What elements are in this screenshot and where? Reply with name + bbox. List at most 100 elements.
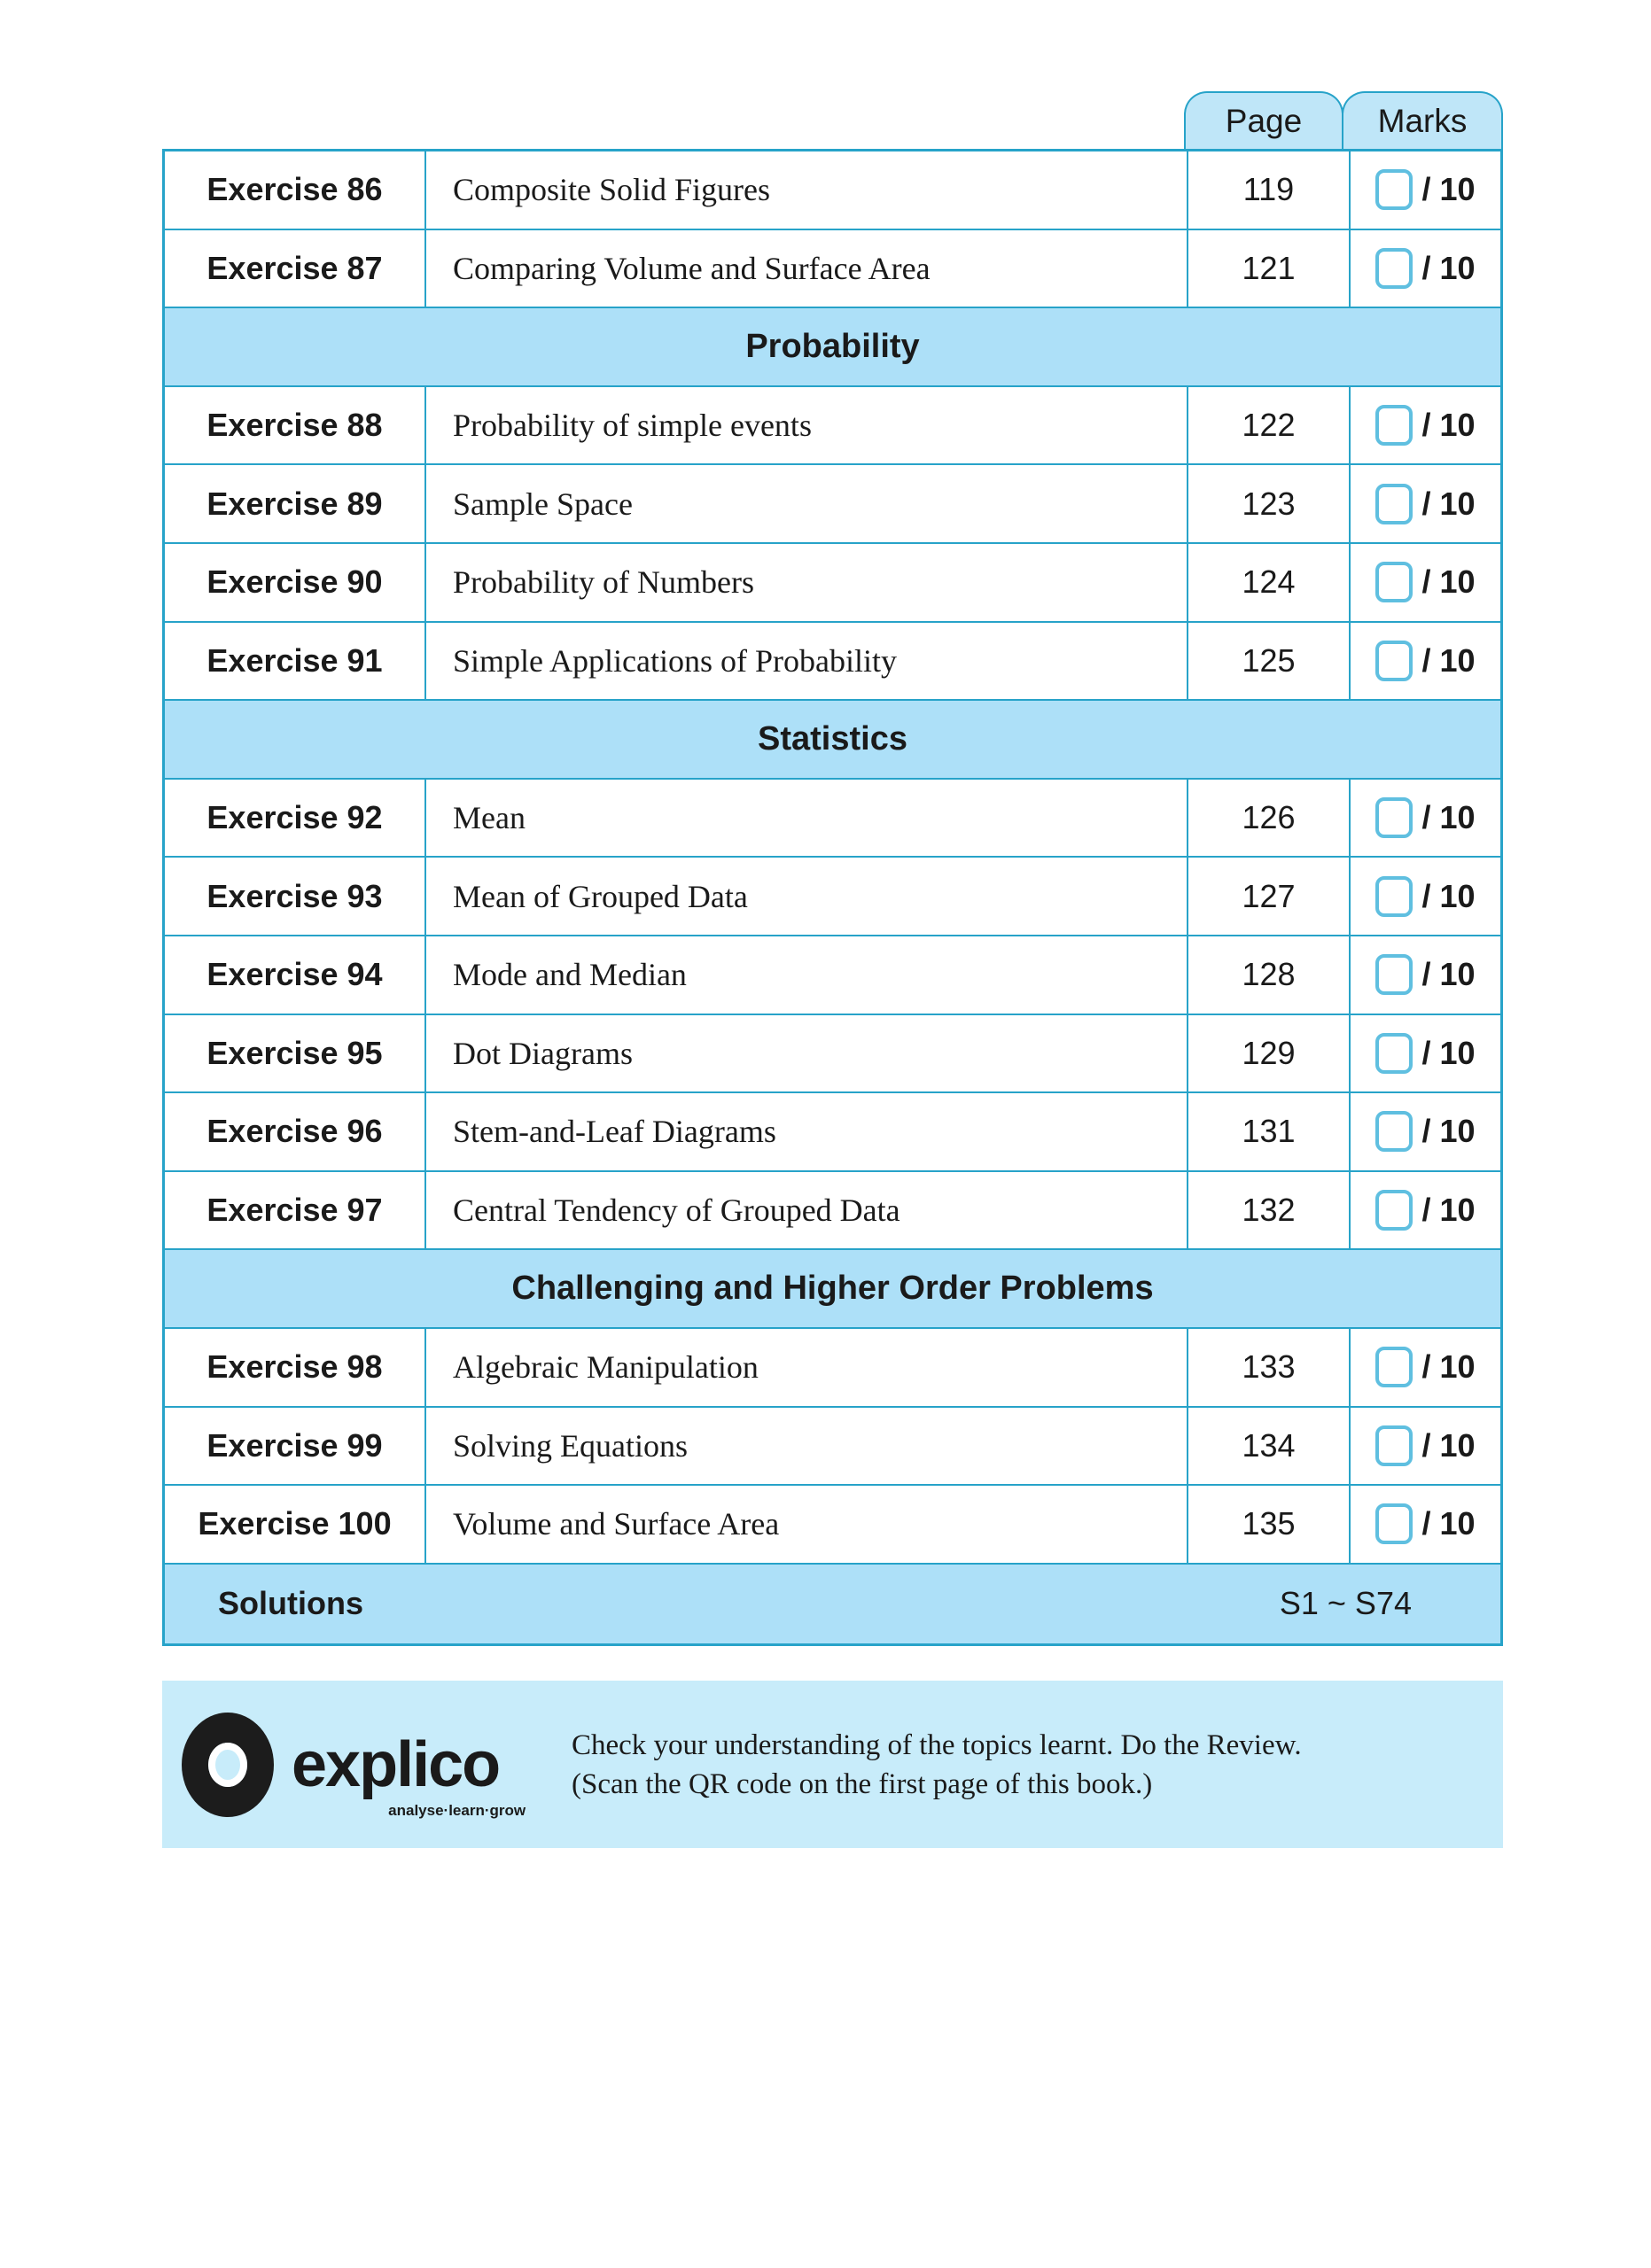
exercise-number: Exercise 87: [165, 229, 426, 307]
page-number: 127: [1188, 858, 1351, 935]
marks-total: / 10: [1421, 249, 1476, 286]
marks-cell: / 10: [1351, 936, 1500, 1014]
marks-input-box[interactable]: [1375, 875, 1413, 917]
page-number: 121: [1188, 229, 1351, 307]
exercise-title: Composite Solid Figures: [426, 151, 1188, 229]
table-row: Exercise 97 Central Tendency of Grouped …: [165, 1171, 1500, 1251]
marks-total: / 10: [1421, 799, 1476, 836]
banner-line-2: (Scan the QR code on the first page of t…: [572, 1767, 1153, 1800]
marks-total: / 10: [1421, 407, 1476, 444]
table-row: Exercise 93 Mean of Grouped Data 127 / 1…: [165, 858, 1500, 936]
page-number: 132: [1188, 1171, 1351, 1249]
page-number: 123: [1188, 465, 1351, 542]
marks-cell: / 10: [1351, 1408, 1500, 1485]
exercise-number: Exercise 90: [165, 543, 426, 621]
marks-input-box[interactable]: [1375, 169, 1413, 211]
marks-input-box[interactable]: [1375, 405, 1413, 447]
exercise-number: Exercise 97: [165, 1171, 426, 1249]
exercise-title: Mode and Median: [426, 936, 1188, 1014]
exercise-number: Exercise 99: [165, 1407, 426, 1485]
marks-total: / 10: [1421, 877, 1476, 914]
table-row: Exercise 90 Probability of Numbers 124 /…: [165, 543, 1500, 623]
marks-total: / 10: [1421, 1505, 1476, 1542]
marks-input-box[interactable]: [1375, 1190, 1413, 1231]
marks-cell: / 10: [1351, 544, 1500, 621]
exercise-title: Probability of simple events: [426, 386, 1188, 464]
marks-input-box[interactable]: [1375, 1425, 1413, 1466]
table-row: Exercise 96 Stem-and-Leaf Diagrams 131 /…: [165, 1093, 1500, 1172]
table-row: Exercise 99 Solving Equations 134 / 10: [165, 1407, 1500, 1487]
marks-cell: / 10: [1351, 1486, 1500, 1563]
solutions-row: Solutions S1 ~ S74: [165, 1564, 1500, 1643]
exercise-title: Stem-and-Leaf Diagrams: [426, 1093, 1188, 1170]
exercise-number: Exercise 89: [165, 465, 426, 542]
table-row: Exercise 89 Sample Space 123 / 10: [165, 465, 1500, 544]
marks-cell: / 10: [1351, 623, 1500, 700]
table-row: Exercise 86 Composite Solid Figures 119 …: [165, 151, 1500, 230]
exercise-number: Exercise 91: [165, 622, 426, 700]
exercise-title: Simple Applications of Probability: [426, 622, 1188, 700]
page-number: 128: [1188, 936, 1351, 1014]
exercise-number: Exercise 92: [165, 779, 426, 857]
page-number: 126: [1188, 779, 1351, 857]
exercise-title: Mean of Grouped Data: [426, 858, 1188, 935]
table-row: Exercise 88 Probability of simple events…: [165, 386, 1500, 466]
exercise-number: Exercise 94: [165, 936, 426, 1014]
marks-total: / 10: [1421, 1034, 1476, 1071]
page-number: 135: [1188, 1486, 1351, 1563]
marks-input-box[interactable]: [1375, 954, 1413, 996]
marks-cell: / 10: [1351, 1329, 1500, 1406]
exercise-number: Exercise 100: [165, 1486, 426, 1563]
page-number: 125: [1188, 622, 1351, 700]
section-header: Challenging and Higher Order Problems: [165, 1250, 1500, 1329]
section-header: Statistics: [165, 701, 1500, 780]
table-row: Exercise 92 Mean 126 / 10: [165, 779, 1500, 858]
marks-total: / 10: [1421, 1192, 1476, 1229]
marks-total: / 10: [1421, 641, 1476, 679]
logo-text: explico: [292, 1728, 501, 1800]
page-number: 124: [1188, 543, 1351, 621]
review-banner: explico analyse·learn·grow Check your un…: [162, 1681, 1503, 1848]
marks-input-box[interactable]: [1375, 1503, 1413, 1545]
marks-input-box[interactable]: [1375, 247, 1413, 289]
page-number: 119: [1188, 151, 1351, 229]
page-number: 129: [1188, 1014, 1351, 1092]
marks-cell: / 10: [1351, 1015, 1500, 1092]
exercise-number: Exercise 98: [165, 1328, 426, 1406]
marks-input-box[interactable]: [1375, 640, 1413, 681]
exercise-title: Solving Equations: [426, 1407, 1188, 1485]
exercise-number: Exercise 88: [165, 386, 426, 464]
marks-total: / 10: [1421, 485, 1476, 522]
marks-total: / 10: [1421, 563, 1476, 601]
logo-tagline: analyse·learn·grow: [388, 1801, 526, 1819]
explico-logo: explico analyse·learn·grow: [182, 1712, 554, 1819]
marks-input-box[interactable]: [1375, 562, 1413, 603]
marks-input-box[interactable]: [1375, 1032, 1413, 1074]
exercise-title: Probability of Numbers: [426, 543, 1188, 621]
page-number: 134: [1188, 1407, 1351, 1485]
exercise-number: Exercise 93: [165, 858, 426, 935]
page-number: 122: [1188, 386, 1351, 464]
marks-cell: / 10: [1351, 465, 1500, 542]
marks-cell: / 10: [1351, 151, 1500, 229]
marks-total: / 10: [1421, 956, 1476, 993]
exercise-title: Central Tendency of Grouped Data: [426, 1171, 1188, 1249]
exercise-title: Comparing Volume and Surface Area: [426, 229, 1188, 307]
marks-cell: / 10: [1351, 780, 1500, 857]
marks-input-box[interactable]: [1375, 797, 1413, 839]
marks-input-box[interactable]: [1375, 1111, 1413, 1153]
marks-input-box[interactable]: [1375, 483, 1413, 524]
solutions-label: Solutions: [218, 1585, 363, 1622]
exercise-title: Dot Diagrams: [426, 1014, 1188, 1092]
page-column-header: Page: [1184, 91, 1343, 149]
marks-cell: / 10: [1351, 858, 1500, 935]
contents-table: Exercise 86 Composite Solid Figures 119 …: [162, 149, 1503, 1646]
marks-cell: / 10: [1351, 230, 1500, 307]
marks-total: / 10: [1421, 171, 1476, 208]
marks-input-box[interactable]: [1375, 1347, 1413, 1388]
exercise-title: Sample Space: [426, 465, 1188, 542]
marks-total: / 10: [1421, 1426, 1476, 1464]
page-number: 131: [1188, 1093, 1351, 1170]
exercise-number: Exercise 96: [165, 1093, 426, 1170]
marks-cell: / 10: [1351, 387, 1500, 464]
